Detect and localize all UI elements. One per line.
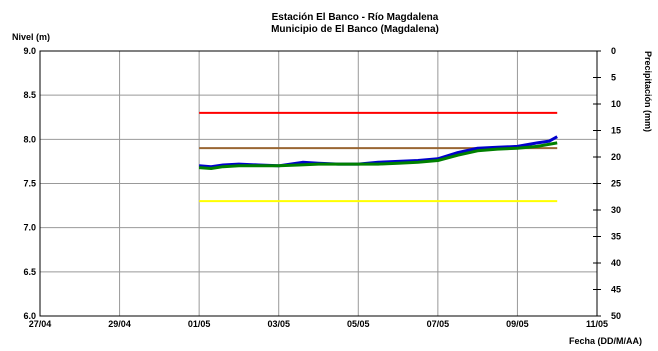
x-tick-label: 27/04 [29,319,52,329]
x-tick-label: 05/05 [347,319,370,329]
y-tick-label: 6.0 [23,311,36,321]
series-line [198,141,558,170]
y2-tick-label: 25 [611,179,621,189]
y-axis-label: Nivel (m) [12,32,50,42]
y2-tick-label: 15 [611,126,621,136]
chart-title: Estación El Banco - Río Magdalena [272,12,439,23]
y-tick-label: 7.5 [23,179,36,189]
x-tick-label: 03/05 [267,319,290,329]
y2-axis-label: Precipitación (mm) [643,51,653,132]
y-tick-label: 8.5 [23,90,36,100]
y2-tick-label: 45 [611,285,621,295]
y2-tick-label: 0 [611,46,616,56]
x-tick-label: 01/05 [188,319,211,329]
y2-tick-label: 5 [611,73,616,83]
x-tick-label: 09/05 [506,319,529,329]
y2-tick-label: 35 [611,232,621,242]
y-tick-label: 8.0 [23,134,36,144]
y2-tick-label: 50 [611,311,621,321]
x-tick-label: 29/04 [108,319,131,329]
y2-tick-label: 10 [611,99,621,109]
x-axis-label: Fecha (DD/M/AA) [569,336,642,346]
y2-tick-label: 40 [611,258,621,268]
x-tick-label: 07/05 [427,319,450,329]
y2-tick-label: 30 [611,205,621,215]
chart-subtitle: Municipio de El Banco (Magdalena) [271,24,439,35]
x-tick-label: 11/05 [586,319,608,329]
y-tick-label: 6.5 [23,267,36,277]
y-tick-label: 7.0 [23,223,36,233]
y-tick-label: 9.0 [23,46,36,56]
y2-tick-label: 20 [611,152,621,162]
